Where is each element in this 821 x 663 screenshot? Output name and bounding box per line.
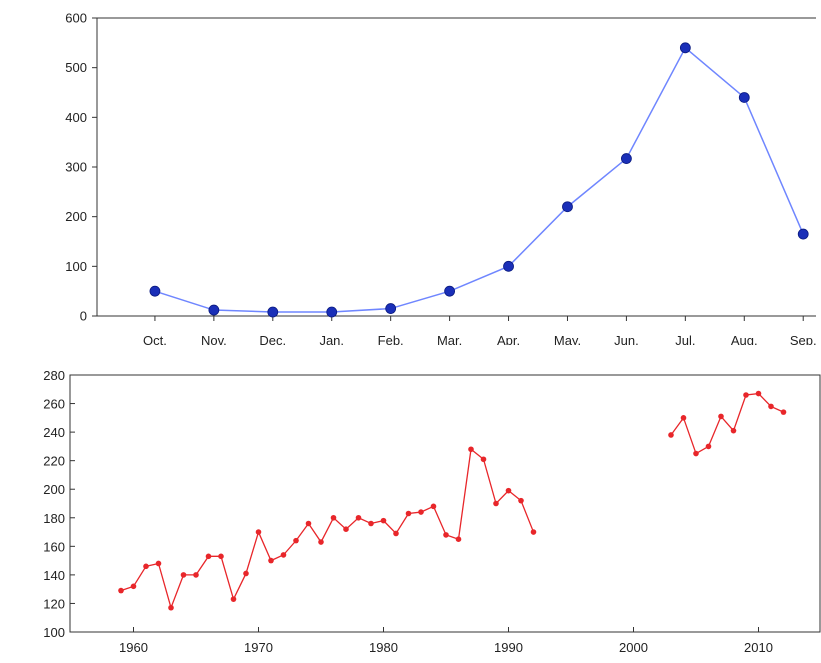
data-point: [480, 456, 487, 463]
data-point: [693, 450, 699, 457]
y-tick-label: 260: [43, 397, 65, 412]
data-point: [730, 427, 737, 434]
data-point: [443, 532, 449, 538]
data-point: [318, 539, 324, 545]
y-tick-label: 400: [65, 110, 87, 125]
y-tick-label: 280: [43, 368, 65, 383]
data-point: [797, 228, 809, 240]
data-point: [143, 563, 149, 570]
y-tick-label: 300: [65, 160, 87, 175]
x-tick-label: Apr.: [497, 333, 520, 345]
data-point: [218, 553, 224, 560]
data-point: [718, 413, 724, 420]
data-point: [743, 392, 749, 398]
x-tick-label: Feb.: [378, 333, 404, 345]
series-line: [154, 46, 804, 313]
annual-line-chart: 100 120 140 160 180 200 220 240 260 280 1960 1970 19…: [43, 368, 821, 655]
data-point: [530, 529, 537, 535]
data-point: [503, 260, 514, 272]
x-tick-label: 1990: [494, 640, 523, 655]
data-point: [455, 536, 462, 542]
data-point: [193, 572, 199, 578]
y-tick-label: 120: [43, 596, 65, 611]
plot-frame: [69, 374, 821, 633]
data-point: [444, 285, 456, 297]
data-point: [280, 552, 287, 558]
data-point: [755, 390, 762, 397]
y-tick-label: 200: [43, 482, 65, 497]
data-point: [621, 153, 632, 164]
x-tick-label: Oct.: [143, 333, 167, 345]
data-point: [505, 487, 512, 494]
data-point: [518, 497, 524, 504]
data-point: [768, 403, 774, 410]
data-point: [208, 304, 220, 316]
data-point: [680, 415, 687, 421]
data-point: [149, 285, 161, 297]
data-point: [668, 432, 674, 438]
x-tick-label: 1970: [244, 640, 273, 655]
data-point: [418, 509, 424, 515]
x-tick-label: Aug.: [731, 333, 758, 345]
data-point: [343, 526, 349, 532]
y-tick-label: 600: [65, 11, 87, 26]
x-tick-label: Nov.: [201, 333, 227, 345]
x-tick-label: Mar.: [437, 333, 462, 345]
data-point: [738, 92, 750, 103]
y-tick-label: 140: [43, 568, 65, 583]
series-line-segment: [120, 448, 535, 610]
data-point: [405, 510, 412, 517]
data-point: [385, 303, 397, 314]
x-tick-label: 2000: [619, 640, 648, 655]
data-point: [118, 587, 124, 594]
data-point: [230, 596, 237, 602]
data-point: [493, 500, 499, 507]
data-point: [393, 530, 399, 537]
y-tick-label: 220: [43, 454, 65, 469]
data-point: [468, 446, 474, 453]
x-tick-label: Jul.: [675, 333, 695, 345]
data-point: [562, 201, 573, 213]
data-point: [679, 42, 691, 54]
y-tick-label: 160: [43, 539, 65, 554]
data-point: [267, 306, 279, 318]
x-tick-label: Sep.: [790, 333, 817, 345]
x-tick-label: 1980: [369, 640, 398, 655]
y-tick-label: 180: [43, 511, 65, 526]
x-tick-label: Jan.: [319, 333, 344, 345]
data-point: [168, 604, 174, 611]
series-line-segment: [670, 392, 784, 455]
data-point: [255, 529, 262, 535]
x-tick-label: Dec.: [259, 333, 286, 345]
data-point: [155, 560, 162, 567]
data-point: [305, 520, 312, 527]
x-tick-label: Jun.: [614, 333, 639, 345]
x-tick-label: May.: [554, 333, 581, 345]
y-tick-label: 500: [65, 60, 87, 75]
y-tick-label: 100: [43, 625, 65, 640]
data-point: [205, 553, 212, 560]
data-point: [430, 503, 437, 510]
monthly-line-chart: 0 100 200 300 400 500 600 Oct. Nov. Dec. Jan. Feb. M…: [65, 11, 817, 346]
y-tick-label: 100: [65, 259, 87, 274]
y-tick-label: 0: [80, 309, 87, 324]
data-point: [243, 570, 249, 577]
data-point: [268, 557, 274, 564]
y-tick-label: 240: [43, 425, 65, 440]
data-point: [293, 537, 299, 544]
y-tick-label: 200: [65, 209, 87, 224]
x-tick-label: 1960: [119, 640, 148, 655]
data-point: [326, 306, 338, 318]
data-point: [705, 443, 712, 450]
data-point: [780, 409, 787, 415]
data-point: [355, 514, 362, 521]
data-point: [330, 514, 337, 521]
data-point: [380, 517, 387, 524]
x-tick-label: 2010: [744, 640, 773, 655]
data-point: [130, 583, 137, 590]
data-point: [368, 520, 374, 527]
data-point: [180, 572, 187, 578]
